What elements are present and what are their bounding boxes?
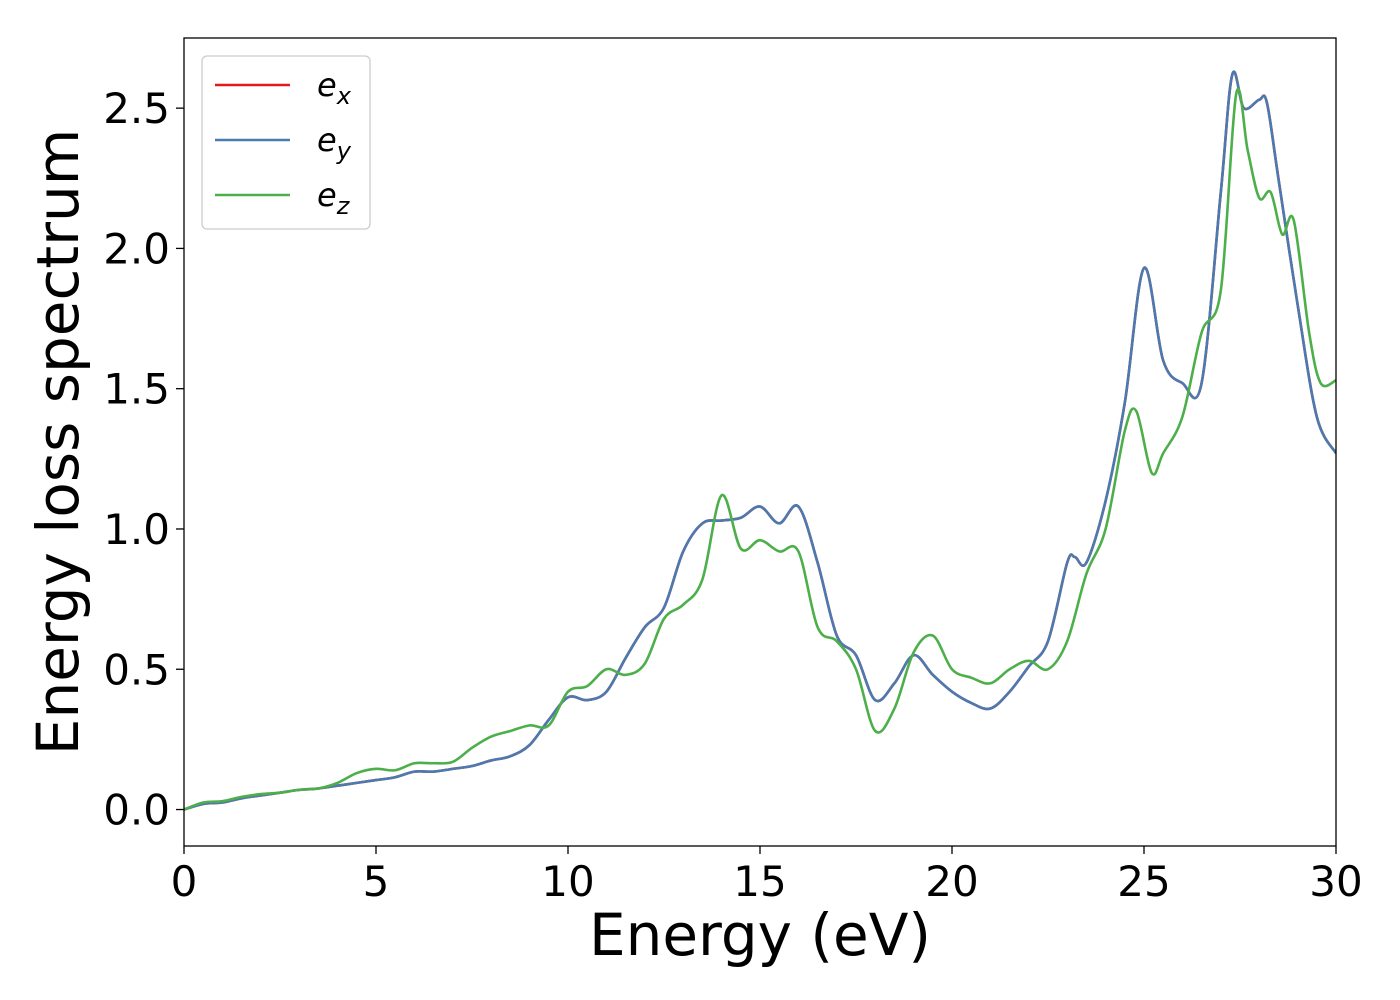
y-tick-label: 2.0 (103, 224, 170, 273)
x-tick-label: 5 (363, 857, 390, 906)
legend: ex ey ez (201, 55, 371, 230)
series-line-ey (184, 70, 1336, 811)
legend-label-ey: ey (317, 121, 352, 165)
y-tick-label: 2.5 (103, 84, 170, 133)
y-tick-label: 1.0 (103, 505, 170, 554)
legend-frame (201, 55, 371, 230)
x-tick-label: 20 (925, 857, 978, 906)
x-tick-label: 15 (733, 857, 786, 906)
y-tick-label: 0.5 (103, 645, 170, 694)
series-layer (184, 70, 1336, 811)
x-tick-label: 30 (1309, 857, 1362, 906)
legend-label-ez: ez (317, 176, 351, 220)
x-axis: 0 5 10 15 20 25 30 (171, 846, 1363, 906)
x-axis-title: Energy (eV) (589, 901, 931, 969)
x-tick-label: 10 (541, 857, 594, 906)
y-tick-label: 1.5 (103, 365, 170, 414)
y-axis: 0.0 0.5 1.0 1.5 2.0 2.5 (103, 84, 184, 835)
x-tick-label: 25 (1117, 857, 1170, 906)
x-tick-label: 0 (171, 857, 198, 906)
series-line-ez (184, 87, 1336, 811)
y-axis-title: Energy loss spectrum (24, 129, 92, 755)
y-tick-label: 0.0 (103, 786, 170, 835)
legend-label-ex: ex (317, 66, 352, 110)
